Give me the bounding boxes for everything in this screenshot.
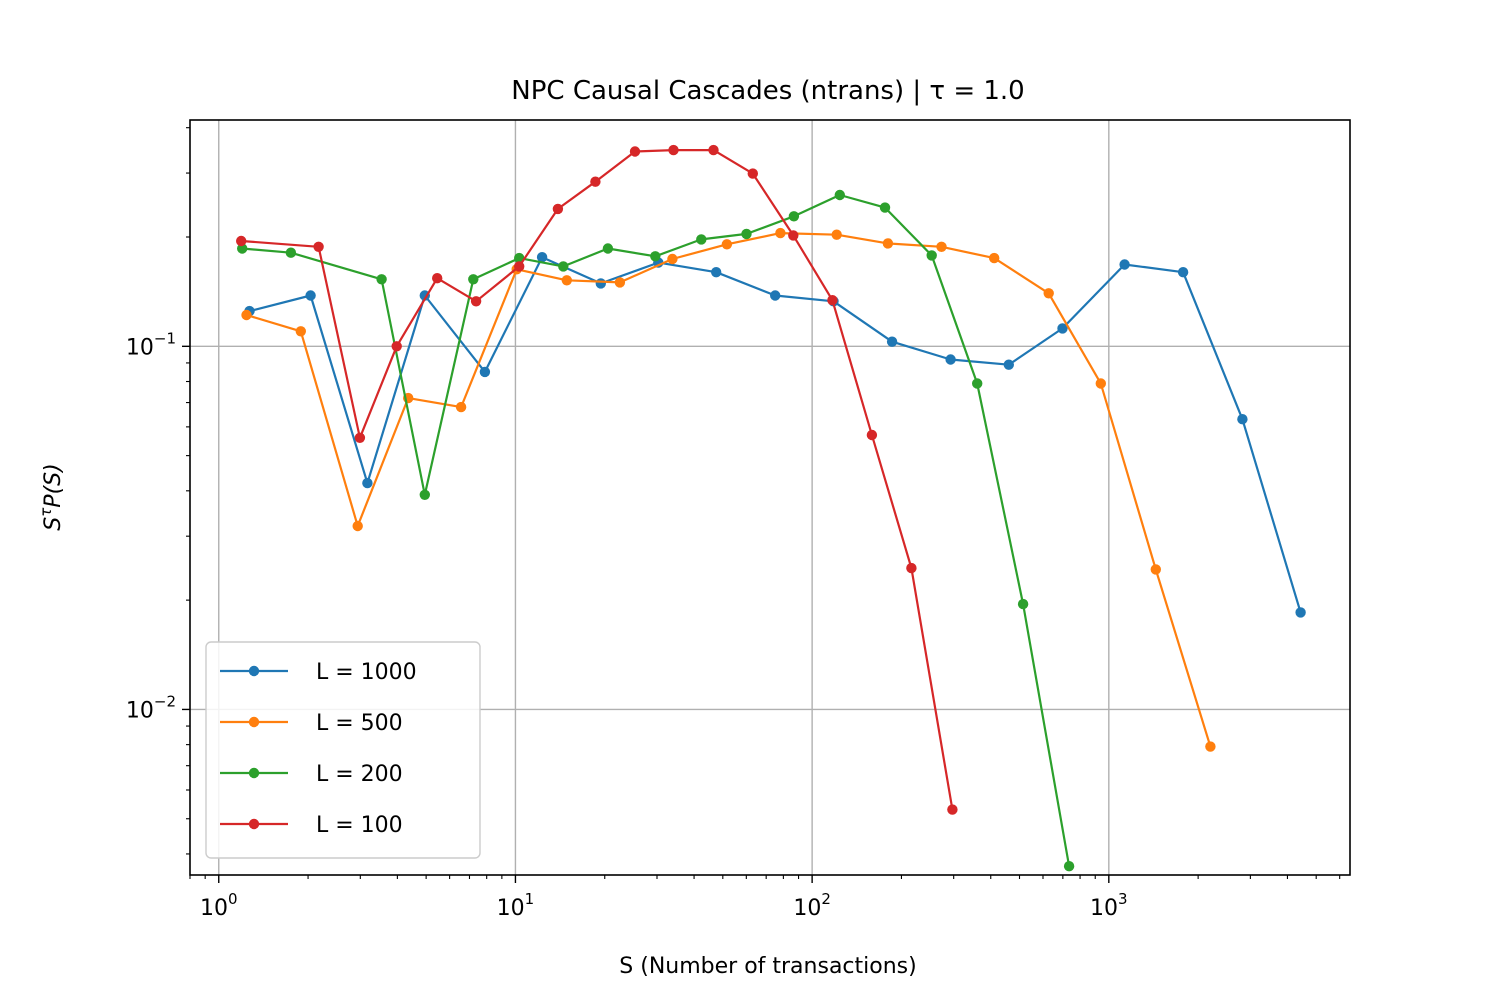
data-point [236,235,247,247]
plot-frame [189,119,1351,876]
x-tick-label: 103 [1090,890,1128,921]
data-point [295,326,306,337]
legend-swatch-marker [248,818,260,830]
data-point [1057,323,1068,334]
data-point [947,804,958,815]
data-point [1017,598,1029,610]
y-axis-ticks: 10−2 10−1 [126,329,190,723]
data-point [455,401,467,413]
data-point [1095,378,1107,389]
data-point [352,520,363,532]
data-point [354,432,366,443]
series-line [241,149,954,810]
y-tick-label: 10−2 [126,692,176,723]
data-point [629,146,641,157]
data-point [827,295,838,306]
plot-series [236,144,1306,872]
series-3 [236,144,958,815]
legend-swatch-marker [248,665,260,677]
data-point [468,274,479,285]
data-point [552,203,564,215]
data-point [595,278,606,289]
data-point [831,229,842,240]
x-axis-label: S (Number of transactions) [619,954,916,979]
data-point [788,211,800,222]
grid-lines [190,120,1350,875]
data-point [747,168,758,179]
data-point [432,273,443,284]
data-point [936,241,947,252]
x-axis-ticks: 100 101 102 103 [200,875,1128,921]
data-point [834,189,845,201]
x-tick-label: 102 [793,890,831,921]
data-point [945,354,956,365]
data-point [708,144,719,156]
data-point [614,277,626,288]
legend-label: L = 500 [316,711,403,736]
series-line [242,193,1071,867]
data-point [972,378,983,389]
data-point [313,241,324,252]
legend-label: L = 200 [316,762,403,787]
data-point [1237,414,1248,425]
data-point [906,562,917,574]
data-point [696,234,707,245]
legend-label: L = 100 [316,813,403,838]
data-point [775,227,786,239]
data-point [866,429,878,441]
data-point [1119,259,1130,270]
legend: L = 1000 L = 500 L = 200 L = 100 [205,641,481,859]
y-tick-label: 10−1 [126,329,176,360]
data-point [650,251,661,262]
data-point [561,275,572,286]
data-point [1063,861,1075,872]
series-1 [241,227,1216,752]
data-point [536,252,548,263]
data-point [711,267,722,278]
data-point [479,366,491,378]
legend-box [205,641,481,859]
data-point [1043,288,1054,299]
data-point [514,261,525,272]
data-point [419,489,430,500]
data-point [667,253,678,265]
data-point [305,290,316,301]
y-axis-label: SτP(S) [37,463,66,530]
legend-label: L = 1000 [316,660,417,685]
x-tick-label: 100 [200,890,238,921]
data-point [1205,741,1216,752]
data-point [391,341,402,352]
data-point [668,144,679,156]
data-point [886,336,898,347]
data-point [741,228,752,240]
data-point [1003,359,1014,370]
data-point [470,296,482,307]
legend-swatch-marker [248,767,260,779]
data-point [241,309,252,321]
data-point [1177,267,1189,278]
data-point [882,238,894,249]
data-point [721,239,733,250]
data-point [1150,564,1162,575]
chart-title: NPC Causal Cascades (ntrans) | τ = 1.0 [511,76,1024,106]
data-point [770,290,781,301]
data-point [602,243,614,254]
data-point [788,230,799,241]
data-point [1295,607,1306,618]
data-point [879,202,891,213]
data-point [558,261,569,272]
data-point [590,176,601,187]
data-point [376,274,387,285]
legend-swatch-marker [248,716,260,728]
data-point [926,250,937,261]
data-point [989,252,1000,264]
data-point [285,247,297,258]
data-point [362,477,373,489]
series-2 [237,189,1075,872]
x-tick-label: 101 [497,890,535,921]
